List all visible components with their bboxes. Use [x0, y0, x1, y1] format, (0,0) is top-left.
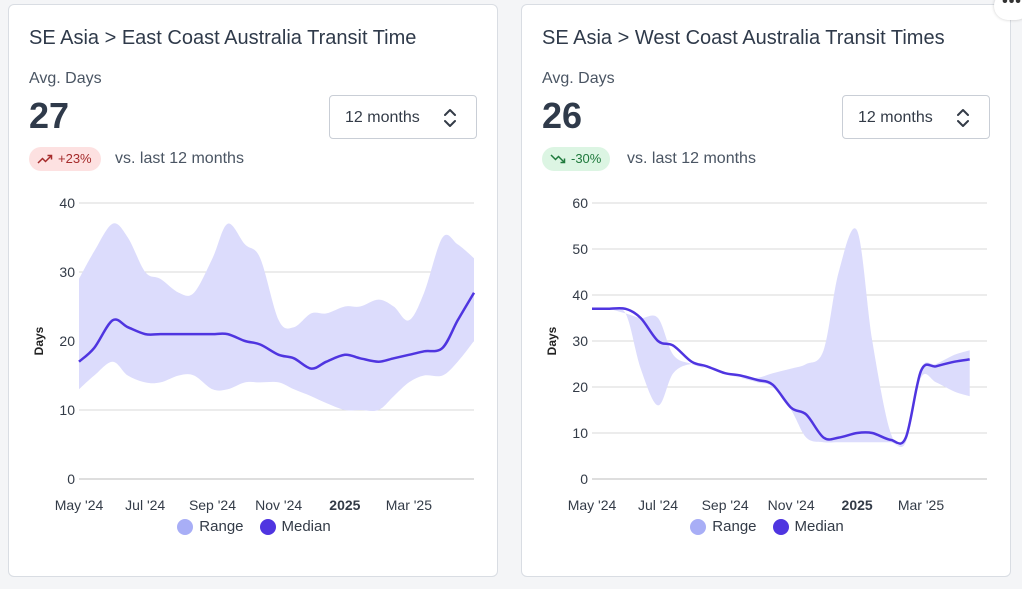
change-percent: +23%	[58, 151, 92, 166]
y-tick-label: 10	[59, 402, 75, 418]
time-range-select[interactable]: 12 months	[329, 95, 477, 139]
median-legend-swatch	[259, 518, 276, 535]
x-tick-label: May '24	[55, 497, 104, 513]
time-range-select-value: 12 months	[345, 109, 420, 126]
change-percent: -30%	[571, 151, 602, 166]
card-title: SE Asia > West Coast Australia Transit T…	[542, 27, 945, 49]
x-tick-label: Jul '24	[638, 497, 678, 513]
legend-item-median[interactable]: Median	[772, 518, 844, 535]
trend-up-icon	[37, 154, 53, 164]
legend-label: Median	[794, 518, 844, 535]
median-line	[591, 306, 970, 445]
range-band	[592, 228, 970, 447]
time-range-select[interactable]: 12 months	[842, 95, 990, 139]
median-legend-swatch	[772, 518, 789, 535]
card-title: SE Asia > East Coast Australia Transit T…	[29, 27, 417, 49]
y-axis-title: Days	[32, 326, 46, 355]
x-tick-label: 2025	[842, 497, 873, 513]
avg-days-value: 27	[29, 95, 70, 136]
transit-chart-east: 0 10 20 30 40 May '24 Jul '24 Sep '24 Nov '24 202…	[32, 195, 476, 513]
legend-item-median[interactable]: Median	[259, 518, 331, 535]
y-tick-label: 20	[59, 333, 75, 349]
avg-days-value: 26	[542, 95, 583, 136]
chevron-up-down-icon	[444, 109, 456, 127]
comparison-label: vs. last 12 months	[627, 150, 756, 167]
legend-item-range[interactable]: Range	[690, 518, 757, 535]
transit-card-west: SE Asia > West Coast Australia Transit T…	[521, 4, 1011, 577]
x-tick-label: Mar '25	[386, 497, 432, 513]
time-range-select-value: 12 months	[858, 109, 933, 126]
comparison-label: vs. last 12 months	[115, 150, 244, 167]
y-tick-label: 30	[59, 264, 75, 280]
x-tick-label: Nov '24	[255, 497, 302, 513]
x-tick-label: Jul '24	[125, 497, 165, 513]
x-tick-label: Sep '24	[702, 497, 749, 513]
median-line	[78, 292, 476, 370]
x-tick-label: Mar '25	[898, 497, 944, 513]
change-badge: +23%	[29, 147, 101, 171]
y-tick-label: 40	[572, 287, 588, 303]
transit-chart-west: 0 10 20 30 40 50 60 May '24 Jul '24 Sep '24 Nov '2…	[545, 195, 987, 513]
legend-label: Range	[712, 518, 757, 535]
range-band	[79, 223, 474, 412]
transit-card-east: SE Asia > East Coast Australia Transit T…	[8, 4, 498, 577]
chart-legend: Range Median	[9, 518, 499, 535]
y-tick-label: 60	[572, 195, 588, 211]
more-options-button[interactable]: •••	[994, 0, 1022, 20]
y-tick-label: 50	[572, 241, 588, 257]
range-legend-swatch	[690, 518, 707, 535]
x-tick-label: 2025	[329, 497, 360, 513]
trend-down-icon	[550, 154, 566, 164]
legend-label: Range	[199, 518, 244, 535]
chevron-up-down-icon	[957, 109, 969, 127]
legend-label: Median	[281, 518, 331, 535]
y-tick-label: 0	[580, 471, 588, 487]
y-tick-label: 40	[59, 195, 75, 211]
change-badge: -30%	[542, 147, 611, 171]
y-tick-label: 10	[572, 425, 588, 441]
avg-days-label: Avg. Days	[29, 70, 102, 87]
x-tick-label: Nov '24	[768, 497, 815, 513]
y-tick-label: 20	[572, 379, 588, 395]
more-dots-icon: •••	[1002, 0, 1022, 10]
avg-days-label: Avg. Days	[542, 70, 615, 87]
range-legend-swatch	[177, 518, 194, 535]
y-axis-title: Days	[545, 326, 559, 355]
y-tick-label: 30	[572, 333, 588, 349]
chart-legend: Range Median	[522, 518, 1012, 535]
x-tick-label: Sep '24	[189, 497, 236, 513]
x-tick-label: May '24	[568, 497, 617, 513]
legend-item-range[interactable]: Range	[177, 518, 244, 535]
y-tick-label: 0	[67, 471, 75, 487]
